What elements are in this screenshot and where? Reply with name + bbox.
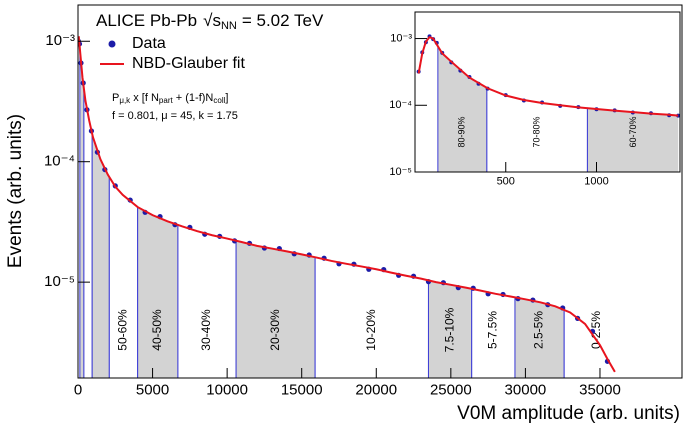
- formula-text: + (1-f)N: [173, 92, 214, 104]
- class-label: 40-50%: [150, 309, 164, 351]
- plot-frame: [77, 4, 683, 379]
- x-tick-label: 5000: [136, 382, 169, 399]
- legend-marker: [108, 40, 116, 48]
- formula-sub: part: [159, 96, 174, 105]
- formula-text: ]: [225, 92, 228, 104]
- title-sqrt: √s: [203, 11, 221, 30]
- class-label: 30-40%: [199, 309, 213, 351]
- class-label: 20-30%: [268, 309, 282, 351]
- y-tick-label: 10⁻⁴: [44, 153, 75, 170]
- legend-label: Data: [132, 35, 166, 52]
- y-tick-label: 10⁻⁵: [44, 273, 75, 290]
- x-tick-label: 1000: [584, 175, 608, 187]
- centrality-class: [79, 36, 84, 378]
- class-label: 80-90%: [457, 116, 467, 147]
- y-tick-label: 10⁻⁴: [389, 99, 412, 111]
- x-tick-label: 25000: [430, 382, 472, 399]
- x-tick-label: 30000: [505, 382, 547, 399]
- class-label: 7.5-10%: [442, 307, 456, 352]
- formula-text: P: [112, 92, 119, 104]
- fit-line: [417, 35, 679, 117]
- parameters: f = 0.801, μ = 45, k = 1.75: [112, 110, 238, 122]
- chart-title: ALICE Pb-Pb √sNN = 5.02 TeV: [96, 11, 324, 31]
- class-label: 0-2.5%: [589, 311, 603, 349]
- legend-label: NBD-Glauber fit: [132, 55, 245, 72]
- y-tick-label: 10⁻³: [45, 32, 75, 49]
- x-tick-label: 500: [497, 175, 515, 187]
- class-label: 2.5-5%: [532, 311, 546, 349]
- x-tick-label: 15000: [281, 382, 323, 399]
- inset-plot: 80-90% 70-80% 60-70% 500 1000 10⁻⁵ 10⁻⁴ 10⁻³: [389, 11, 681, 187]
- formula-sub: coll: [213, 96, 225, 105]
- class-label: 5-7.5%: [486, 311, 500, 349]
- x-tick-label: 35000: [579, 382, 621, 399]
- y-tick-label: 10⁻³: [390, 32, 412, 44]
- class-label: 10-20%: [364, 309, 378, 351]
- class-label: 50-60%: [116, 309, 130, 351]
- x-tick-label: 0: [74, 382, 82, 399]
- fit-line: [78, 36, 616, 373]
- formula-sub: μ,k: [119, 96, 131, 105]
- formula: Pμ,k x [f Npart + (1-f)Ncoll]: [112, 92, 228, 105]
- centrality-class: [83, 36, 93, 378]
- y-tick-label: 10⁻⁵: [389, 166, 412, 178]
- class-label: 70-80%: [532, 116, 542, 147]
- y-axis-label: Events (arb. units): [5, 114, 26, 268]
- title-text: ALICE Pb-Pb: [96, 11, 197, 30]
- x-axis-label: V0M amplitude (arb. units): [457, 403, 680, 424]
- plot-frame: [414, 11, 681, 173]
- x-tick-label: 10000: [206, 382, 248, 399]
- title-sub: NN: [221, 20, 237, 32]
- x-tick-label: 20000: [355, 382, 397, 399]
- class-label: 60-70%: [628, 116, 638, 147]
- title-energy: = 5.02 TeV: [242, 11, 324, 30]
- formula-text: x [f N: [130, 92, 159, 104]
